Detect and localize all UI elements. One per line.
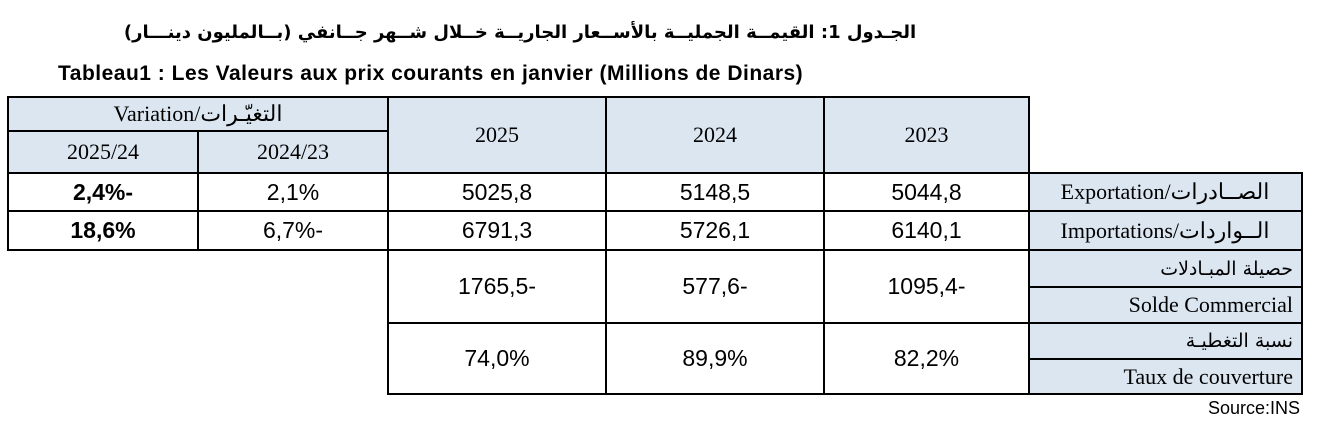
table-title-french: Tableau1 : Les Valeurs aux prix courants… xyxy=(58,62,804,85)
header-year-2024: 2024 xyxy=(606,97,824,173)
header-year-2024-label: 2024 xyxy=(693,122,737,147)
taux-2024: 89,9% xyxy=(682,345,748,371)
export-2025: 5025,8 xyxy=(461,178,533,205)
solde-2025: 1765,5- xyxy=(457,273,536,299)
import-var-2025-24: 18,6% xyxy=(70,217,136,243)
import-label: Importations/الــواردات xyxy=(1029,211,1301,250)
header-year-2023-label: 2023 xyxy=(904,122,949,147)
taux-label-arabic: نسبة التغطيـة xyxy=(1029,323,1301,359)
source-note: Source:INS xyxy=(1207,398,1300,418)
header-var-2024-23-label: 2024/23 xyxy=(256,139,330,164)
solde-label-french: Solde Commercial xyxy=(1029,287,1301,323)
header-year-2023: 2023 xyxy=(824,97,1029,173)
solde-2024: 577,6- xyxy=(682,273,748,299)
solde-label-arabic: حصيلة المبـادلات xyxy=(1029,250,1301,287)
export-2023: 5044,8 xyxy=(891,178,962,205)
header-var-2025-24-label: 2025/24 xyxy=(66,139,140,164)
export-2024: 5148,5 xyxy=(679,178,751,205)
header-var-2025-24: 2025/24 xyxy=(8,131,198,173)
header-year-2025: 2025 xyxy=(388,97,606,173)
header-variation: Variation/التغيّـرات xyxy=(8,97,388,131)
import-2024: 5726,1 xyxy=(679,217,751,243)
header-year-2025-label: 2025 xyxy=(475,122,519,147)
solde-2023: 1095,4- xyxy=(887,273,966,299)
header-variation-label: Variation/التغيّـرات xyxy=(113,101,283,126)
import-2025: 6791,3 xyxy=(461,217,533,243)
export-var-2024-23: 2,1% xyxy=(266,178,320,205)
import-var-2024-23: 6,7%- xyxy=(262,217,324,243)
taux-2025: 74,0% xyxy=(464,345,530,371)
taux-label-french: Taux de couverture xyxy=(1029,359,1301,394)
table-title-arabic: الجـدول 1: القيمــة الجمليــة بالأســعار… xyxy=(123,22,917,43)
taux-2023: 82,2% xyxy=(893,345,960,371)
import-2023: 6140,1 xyxy=(891,217,962,243)
header-var-2024-23: 2024/23 xyxy=(198,131,388,173)
export-label: Exportation/الصــادرات xyxy=(1029,173,1301,211)
export-var-2025-24: 2,4%- xyxy=(72,178,134,205)
